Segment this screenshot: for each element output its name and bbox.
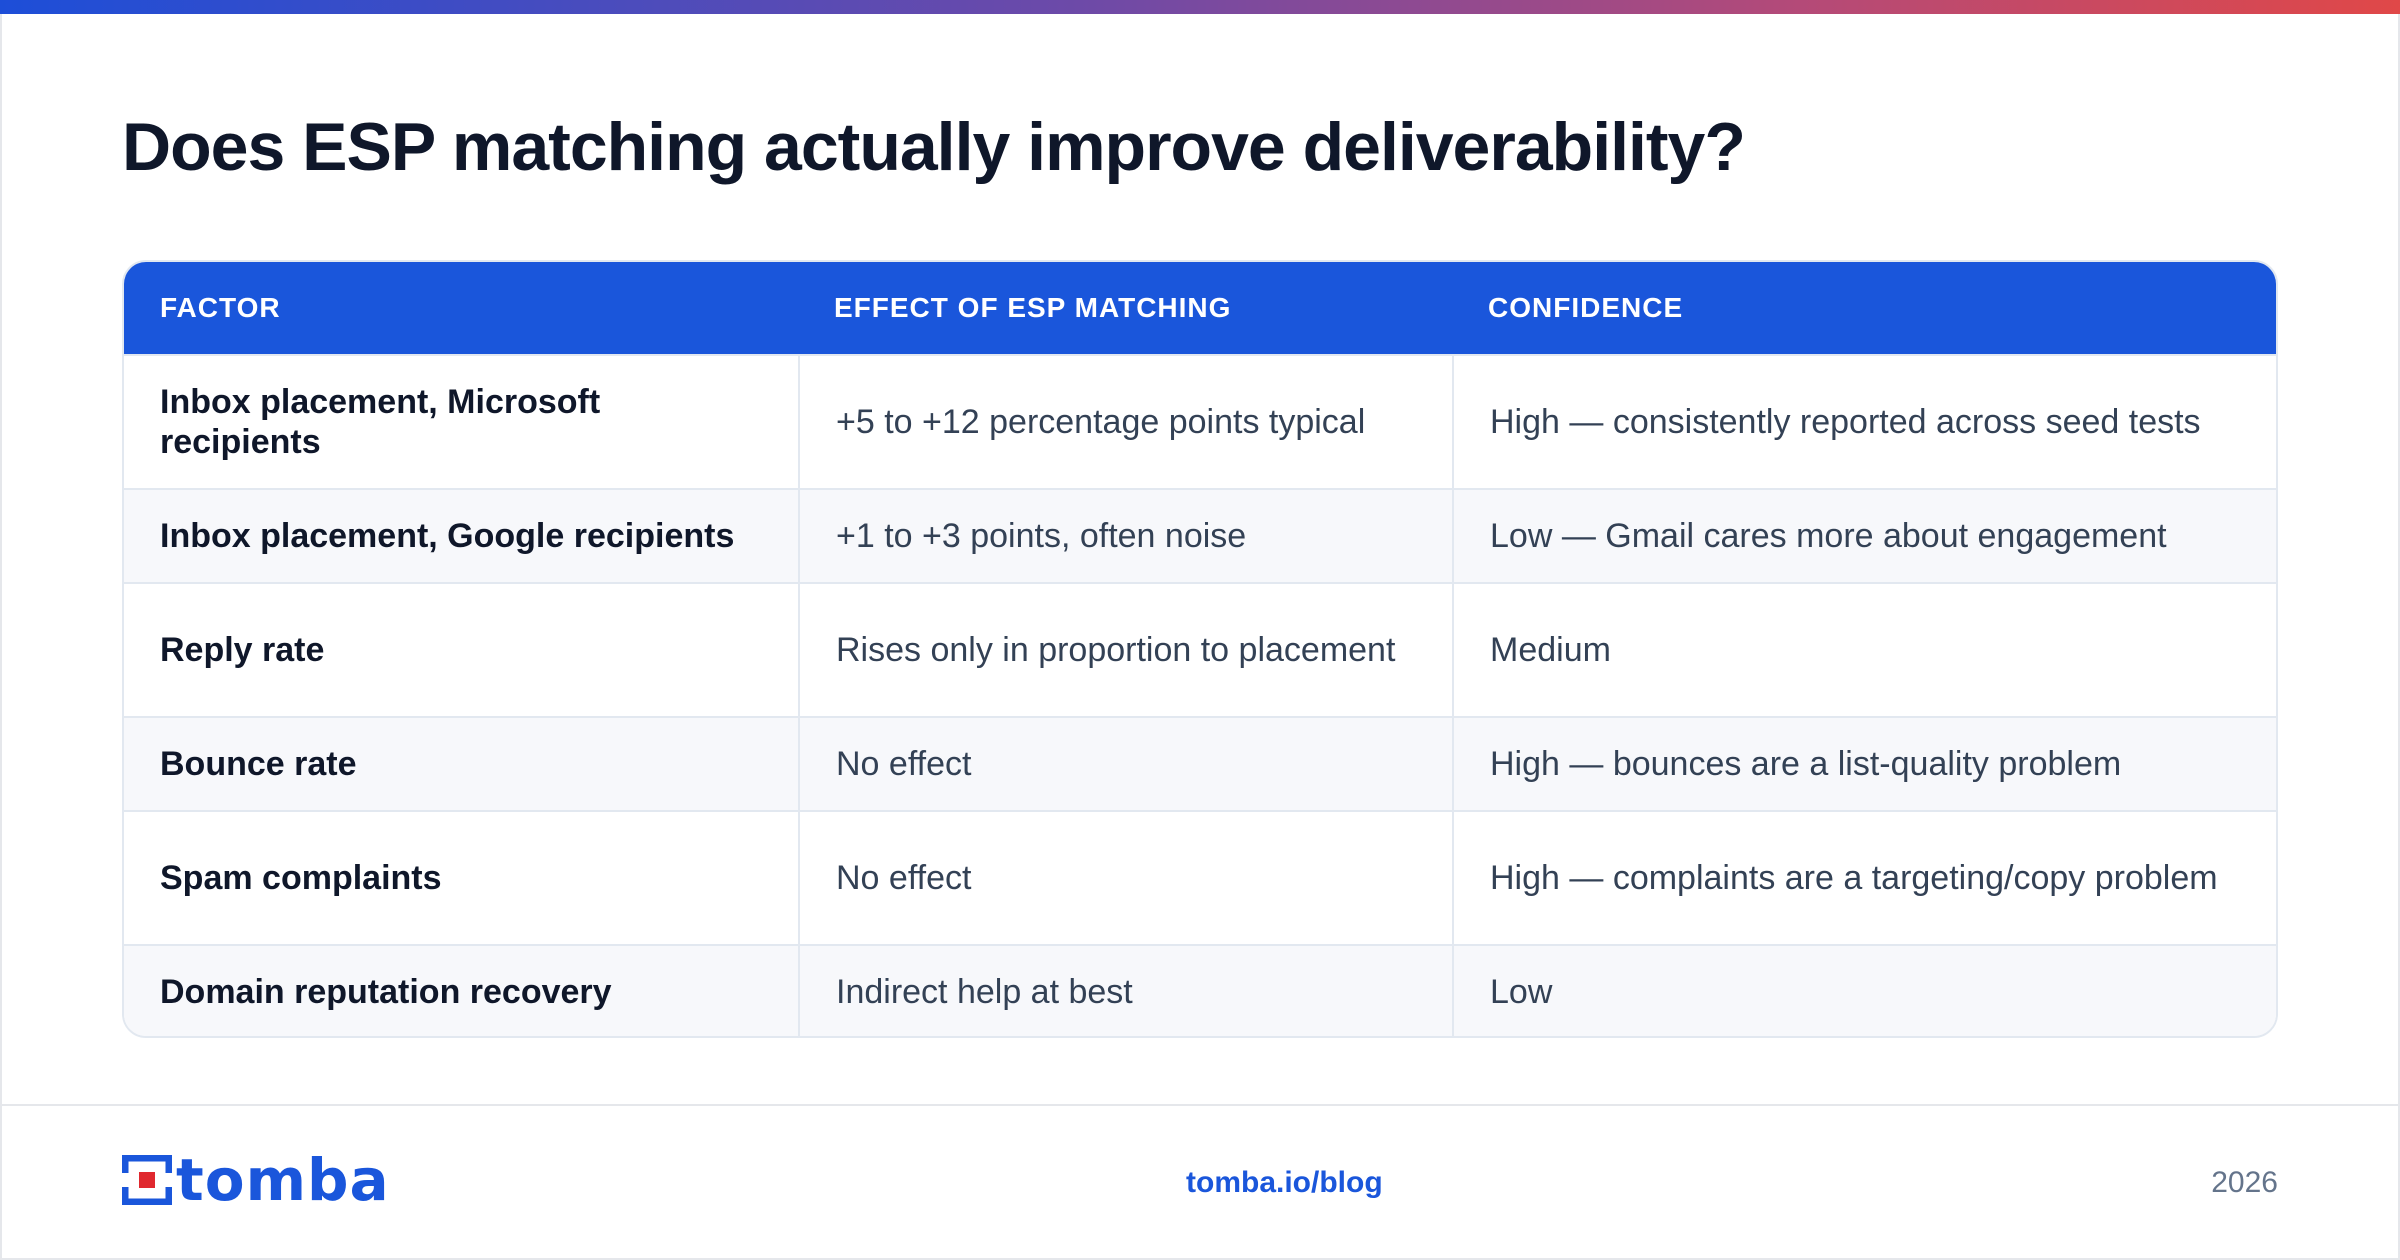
confidence-cell: High — consistently reported across seed… [1452, 356, 2276, 488]
footer-year: 2026 [2211, 1166, 2278, 1199]
factor-cell: Inbox placement, Google recipients [160, 517, 735, 555]
factor-cell: Reply rate [160, 631, 325, 669]
header-confidence: CONFIDENCE [1488, 292, 1684, 323]
table-row: Reply rate Rises only in proportion to p… [124, 582, 2276, 716]
blog-link[interactable]: tomba.io/blog [1186, 1166, 1383, 1199]
factor-cell: Inbox placement, Microsoft recipients [160, 383, 601, 461]
effect-cell: +1 to +3 points, often noise [798, 490, 1452, 582]
tomba-logo-icon [122, 1155, 172, 1205]
footer-divider [0, 1104, 2400, 1106]
table-header: FACTOR EFFECT OF ESP MATCHING CONFIDENCE [124, 262, 2276, 354]
confidence-cell: Low [1452, 946, 2276, 1036]
header-factor: FACTOR [160, 292, 281, 323]
confidence-cell: Low — Gmail cares more about engagement [1452, 490, 2276, 582]
effect-cell: No effect [798, 718, 1452, 810]
top-accent-bar [0, 0, 2400, 14]
effect-cell: Indirect help at best [798, 946, 1452, 1036]
factor-cell: Spam complaints [160, 859, 442, 897]
confidence-cell: Medium [1452, 584, 2276, 716]
effect-cell: No effect [798, 812, 1452, 944]
comparison-table: FACTOR EFFECT OF ESP MATCHING CONFIDENCE… [122, 260, 2278, 1038]
table-row: Bounce rate No effect High — bounces are… [124, 716, 2276, 810]
page-frame [0, 14, 2400, 1260]
table-row: Spam complaints No effect High — complai… [124, 810, 2276, 944]
factor-cell: Domain reputation recovery [160, 973, 612, 1011]
confidence-cell: High — bounces are a list-quality proble… [1452, 718, 2276, 810]
page-title: Does ESP matching actually improve deliv… [122, 109, 1746, 185]
table-row: Inbox placement, Microsoft recipients +5… [124, 354, 2276, 488]
confidence-cell: High — complaints are a targeting/copy p… [1452, 812, 2276, 944]
logo-wordmark: tomba [176, 1146, 390, 1214]
effect-cell: Rises only in proportion to placement [798, 584, 1452, 716]
tomba-logo[interactable]: tomba [122, 1146, 390, 1214]
header-effect: EFFECT OF ESP MATCHING [834, 292, 1232, 323]
table-row: Inbox placement, Google recipients +1 to… [124, 488, 2276, 582]
factor-cell: Bounce rate [160, 745, 357, 783]
effect-cell: +5 to +12 percentage points typical [798, 356, 1452, 488]
table-row: Domain reputation recovery Indirect help… [124, 944, 2276, 1036]
